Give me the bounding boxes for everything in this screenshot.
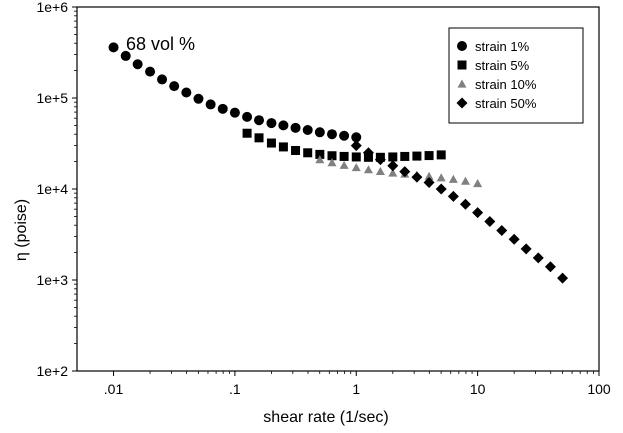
data-point [290, 122, 301, 133]
legend-entry-label: strain 50% [475, 96, 537, 111]
series-1 [108, 42, 362, 143]
legend-entry-label: strain 1% [475, 39, 530, 54]
data-point [157, 74, 168, 85]
data-point [532, 252, 544, 264]
data-point [205, 99, 216, 110]
data-point [520, 243, 532, 255]
data-point [327, 151, 337, 161]
data-point [412, 151, 422, 161]
data-point [339, 151, 349, 161]
data-point [314, 127, 325, 138]
data-point [181, 87, 192, 98]
data-point [473, 178, 483, 188]
data-point [229, 107, 240, 118]
y-tick-label: 1e+5 [36, 90, 68, 106]
data-point [423, 176, 435, 188]
data-point [351, 163, 361, 172]
data-point [278, 120, 289, 131]
data-point [266, 138, 276, 148]
data-point [363, 165, 373, 174]
x-tick-label: 10 [470, 381, 486, 397]
data-point [436, 173, 446, 182]
data-point [108, 42, 119, 53]
legend-box [448, 27, 584, 124]
data-point [120, 50, 131, 61]
data-point [362, 147, 374, 159]
data-point [242, 128, 252, 138]
legend-marker [457, 60, 467, 70]
data-point [242, 111, 253, 122]
data-point [388, 168, 398, 177]
data-point [375, 166, 385, 176]
data-point [145, 66, 156, 77]
legend-entry-label: strain 10% [475, 77, 537, 92]
data-point [411, 171, 423, 183]
legend-marker [456, 97, 468, 109]
y-tick-label: 1e+4 [36, 181, 68, 197]
data-point [484, 215, 496, 227]
series-2 [242, 128, 446, 162]
legend: strain 1% strain 5% strain 10% strain 50% [448, 27, 584, 124]
chart-annotation: 68 vol % [126, 34, 195, 54]
data-point [374, 154, 386, 166]
legend-marker [457, 41, 467, 51]
data-point [315, 155, 325, 164]
data-point [302, 124, 313, 135]
y-tick-label: 1e+6 [36, 0, 68, 15]
data-point [193, 93, 204, 104]
x-tick-label: 1 [352, 381, 360, 397]
data-point [387, 160, 399, 172]
data-point [339, 160, 349, 169]
data-point [436, 150, 446, 160]
data-point [472, 207, 484, 219]
legend-entry-label: strain 5% [475, 58, 530, 73]
data-point [460, 176, 470, 185]
data-point [326, 129, 337, 140]
y-tick-label: 1e+3 [36, 272, 68, 288]
data-point [254, 133, 264, 143]
data-point [448, 174, 458, 183]
data-point [399, 166, 411, 178]
data-point [544, 261, 556, 273]
data-point [400, 151, 410, 161]
y-tick-label: 1e+2 [36, 363, 68, 379]
data-point [496, 224, 508, 236]
data-point [388, 152, 398, 162]
data-point [447, 190, 459, 202]
data-point [351, 152, 361, 162]
data-point [508, 233, 520, 245]
data-point [169, 81, 180, 92]
data-point [303, 148, 313, 158]
x-ticks: .01 .1 1 10 100 [104, 371, 611, 397]
data-point [459, 198, 471, 210]
legend-marker [457, 79, 467, 88]
data-point [217, 103, 228, 114]
data-point [424, 151, 434, 161]
series-4 [350, 140, 569, 284]
data-point [315, 149, 325, 159]
data-point [291, 145, 301, 155]
y-ticks: 1e+2 1e+3 1e+4 1e+5 1e+6 [36, 0, 77, 379]
data-points [108, 42, 569, 284]
data-point [557, 272, 569, 284]
data-point [424, 171, 434, 180]
y-axis-label: η (poise) [13, 199, 30, 261]
data-point [327, 158, 337, 167]
x-tick-label: .01 [104, 381, 124, 397]
data-point [350, 140, 362, 152]
data-point [351, 132, 362, 143]
data-point [254, 115, 265, 126]
data-point [132, 59, 143, 70]
x-axis-label: shear rate (1/sec) [263, 409, 388, 426]
data-point [339, 130, 350, 141]
x-tick-label: 100 [587, 381, 611, 397]
data-point [278, 142, 288, 152]
data-point [435, 183, 447, 195]
x-tick-label: .1 [229, 381, 241, 397]
data-point [266, 118, 277, 129]
